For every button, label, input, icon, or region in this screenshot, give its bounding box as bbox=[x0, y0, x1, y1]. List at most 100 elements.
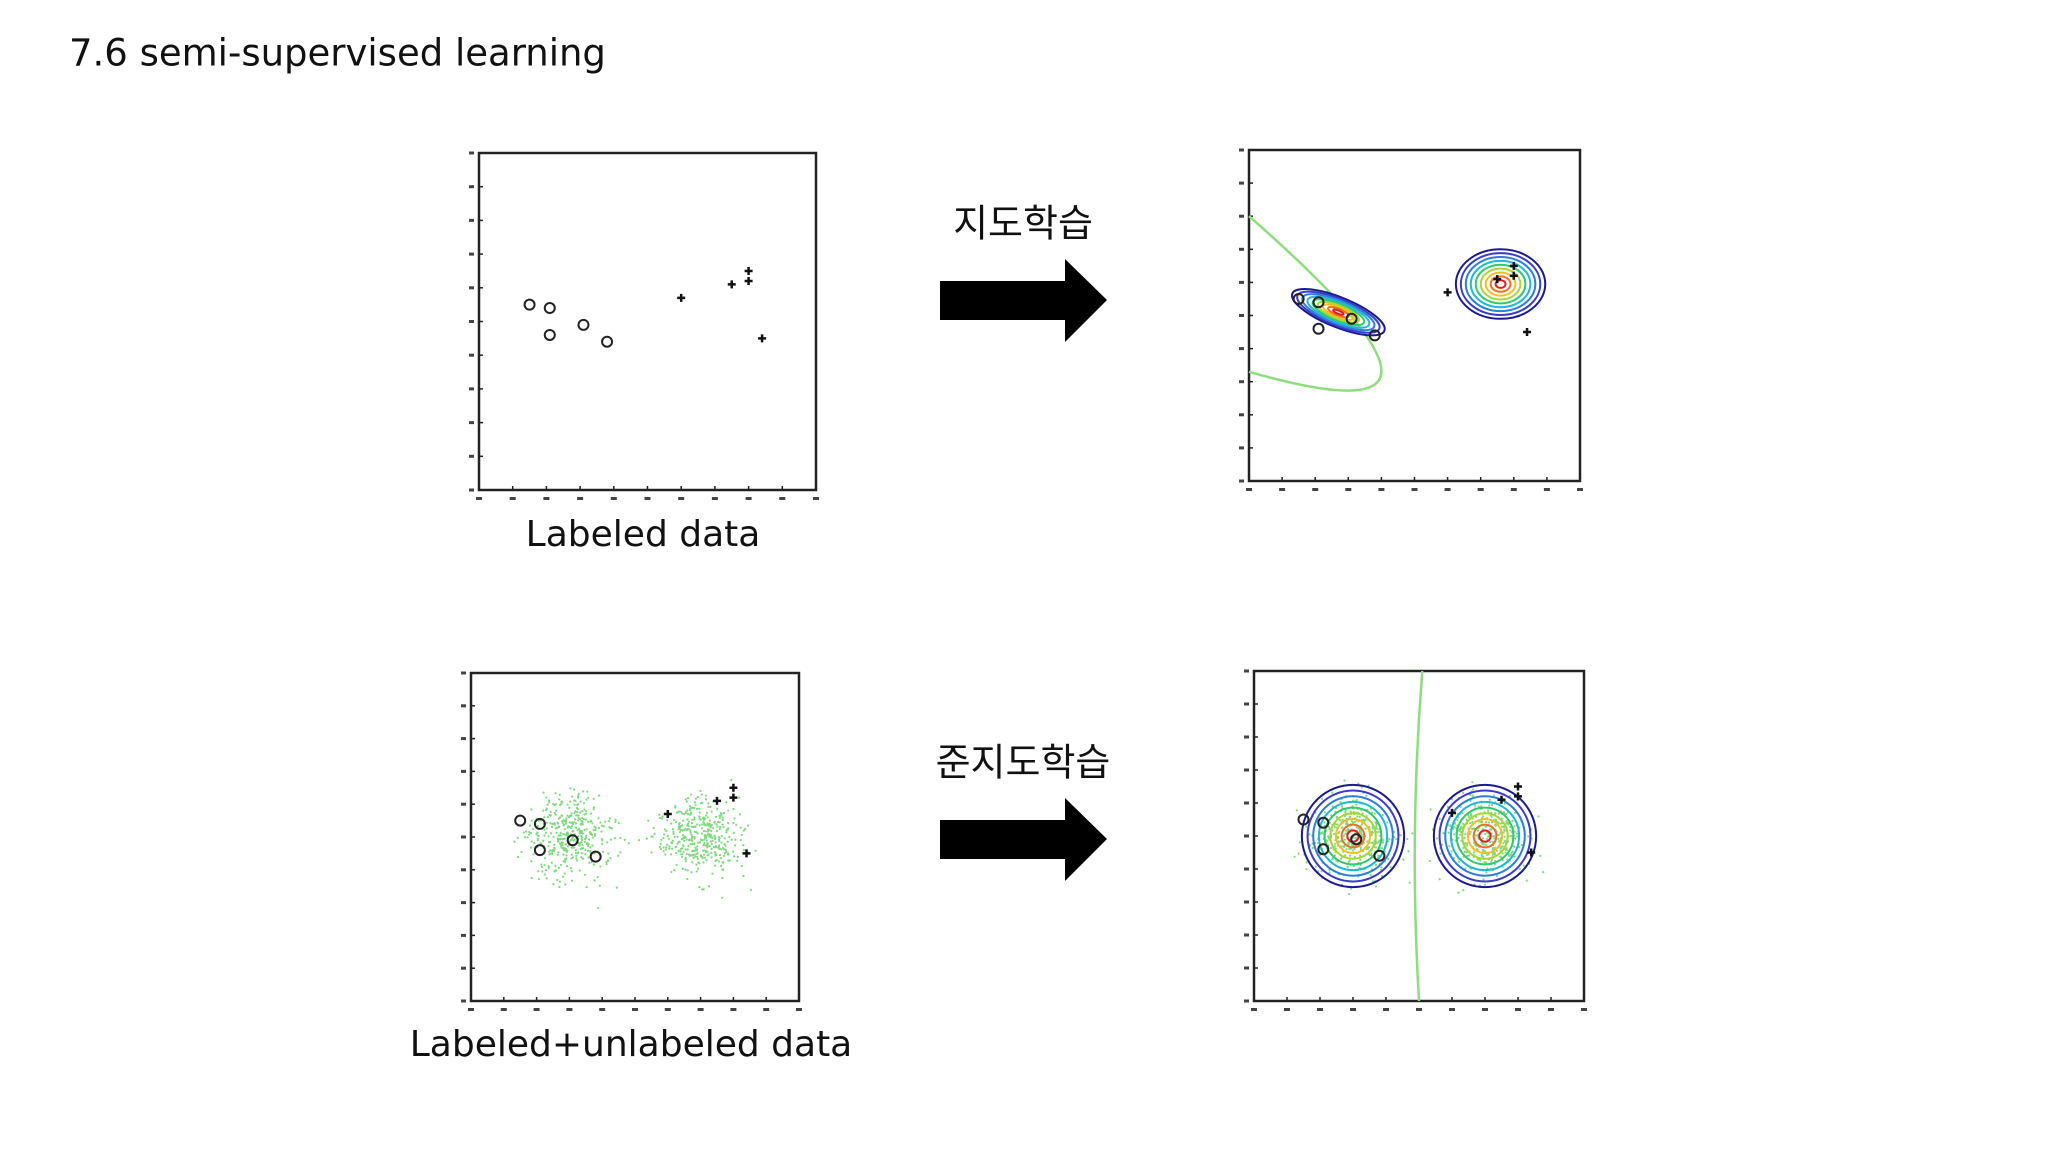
unlabeled-point bbox=[1501, 845, 1504, 848]
labeled-point bbox=[727, 280, 736, 289]
unlabeled-point bbox=[557, 826, 560, 829]
unlabeled-point bbox=[1481, 815, 1484, 818]
unlabeled-point bbox=[589, 846, 592, 849]
unlabeled-point bbox=[532, 853, 535, 856]
unlabeled-point bbox=[588, 861, 591, 864]
unlabeled-point bbox=[706, 850, 709, 853]
unlabeled-point bbox=[1402, 858, 1405, 861]
unlabeled-point bbox=[740, 833, 743, 837]
unlabeled-point bbox=[1464, 842, 1467, 845]
unlabeled-point bbox=[681, 847, 684, 850]
unlabeled-point bbox=[1355, 826, 1358, 829]
unlabeled-point bbox=[581, 857, 585, 860]
unlabeled-point bbox=[690, 839, 693, 842]
contour bbox=[1312, 795, 1394, 877]
unlabeled-point bbox=[1492, 794, 1496, 797]
tick-glyph bbox=[533, 1008, 540, 1011]
unlabeled-point bbox=[1387, 837, 1391, 841]
tick-glyph bbox=[1239, 446, 1244, 450]
contour bbox=[1466, 817, 1504, 855]
unlabeled-point bbox=[579, 847, 582, 851]
unlabeled-point bbox=[583, 840, 586, 843]
unlabeled-point bbox=[537, 834, 540, 838]
unlabeled-point bbox=[599, 821, 602, 824]
unlabeled-point bbox=[718, 853, 722, 857]
unlabeled-point bbox=[681, 855, 684, 858]
unlabeled-point bbox=[543, 834, 546, 837]
unlabeled-point bbox=[563, 833, 566, 836]
unlabeled-point bbox=[1501, 852, 1504, 855]
unlabeled-point bbox=[1457, 891, 1460, 894]
unlabeled-point bbox=[1321, 832, 1325, 835]
unlabeled-point bbox=[1525, 879, 1528, 882]
unlabeled-point bbox=[513, 840, 516, 843]
unlabeled-point bbox=[582, 801, 586, 805]
unlabeled-point bbox=[703, 856, 707, 859]
unlabeled-point bbox=[746, 824, 750, 827]
unlabeled-point bbox=[543, 873, 546, 876]
unlabeled-point bbox=[559, 803, 562, 806]
unlabeled-point bbox=[554, 865, 557, 868]
unlabeled-point bbox=[549, 832, 553, 835]
unlabeled-point bbox=[1480, 854, 1483, 857]
arrow bbox=[940, 798, 1107, 881]
contour bbox=[1306, 789, 1400, 883]
tick-glyph bbox=[745, 497, 752, 500]
unlabeled-point bbox=[696, 855, 699, 859]
unlabeled-point bbox=[585, 810, 588, 813]
unlabeled-point bbox=[698, 811, 701, 814]
tick-glyph bbox=[678, 497, 685, 500]
unlabeled-point bbox=[711, 836, 714, 839]
unlabeled-point bbox=[1493, 837, 1496, 840]
tick-glyph bbox=[1244, 669, 1249, 673]
unlabeled-point bbox=[725, 850, 728, 854]
unlabeled-point bbox=[566, 833, 570, 836]
unlabeled-point bbox=[1490, 803, 1494, 807]
unlabeled-point bbox=[1327, 835, 1330, 838]
unlabeled-point bbox=[742, 829, 745, 832]
unlabeled-point bbox=[543, 863, 546, 867]
unlabeled-point bbox=[684, 868, 687, 871]
unlabeled-point bbox=[581, 822, 584, 825]
unlabeled-point bbox=[690, 871, 693, 874]
tick-glyph bbox=[1312, 488, 1319, 491]
unlabeled-point bbox=[742, 874, 745, 878]
unlabeled-point bbox=[684, 858, 687, 861]
unlabeled-point bbox=[552, 882, 555, 886]
unlabeled-point bbox=[1484, 825, 1487, 828]
method-label: 준지도학습 bbox=[936, 741, 1111, 785]
unlabeled-point bbox=[694, 855, 697, 858]
unlabeled-point bbox=[680, 838, 683, 841]
unlabeled-point bbox=[708, 844, 711, 848]
unlabeled-point bbox=[537, 877, 541, 881]
unlabeled-point bbox=[522, 831, 525, 834]
plot-frame bbox=[469, 671, 801, 1003]
unlabeled-point bbox=[682, 850, 685, 854]
unlabeled-point bbox=[716, 821, 720, 824]
contour bbox=[1489, 275, 1512, 293]
unlabeled-point bbox=[710, 829, 713, 833]
unlabeled-point bbox=[1520, 843, 1523, 847]
unlabeled-point bbox=[561, 875, 565, 878]
unlabeled-point bbox=[592, 808, 595, 811]
tick-glyph bbox=[461, 999, 466, 1003]
unlabeled-point bbox=[570, 812, 573, 815]
unlabeled-point bbox=[702, 861, 705, 864]
unlabeled-point bbox=[553, 847, 556, 850]
unlabeled-point bbox=[1482, 878, 1485, 881]
unlabeled-point bbox=[693, 818, 696, 821]
unlabeled-point bbox=[739, 838, 742, 842]
unlabeled-point bbox=[553, 811, 556, 814]
tick-glyph bbox=[730, 1008, 737, 1011]
unlabeled-point bbox=[1343, 779, 1346, 782]
unlabeled-point bbox=[1334, 823, 1337, 826]
unlabeled-point bbox=[565, 854, 568, 857]
unlabeled-point bbox=[706, 816, 709, 819]
unlabeled-point bbox=[1354, 837, 1358, 840]
tick-glyph bbox=[1477, 488, 1484, 491]
unlabeled-point bbox=[722, 860, 725, 864]
unlabeled-point bbox=[718, 844, 721, 847]
unlabeled-point bbox=[1518, 846, 1521, 849]
unlabeled-point bbox=[669, 853, 673, 856]
unlabeled-point bbox=[720, 841, 723, 844]
